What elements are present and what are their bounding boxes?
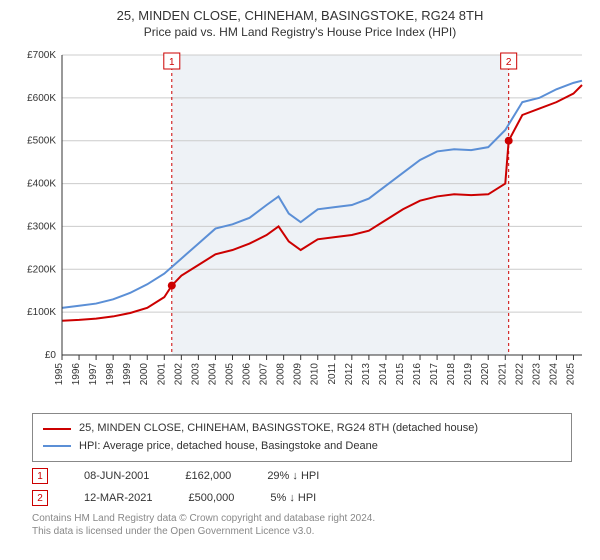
svg-text:2006: 2006 (242, 363, 253, 386)
svg-text:1999: 1999 (122, 363, 133, 386)
marker-price: £162,000 (185, 470, 231, 482)
line-chart: £0 £100K £200K £300K £400K £500K £600K £700K 199… (12, 45, 588, 405)
svg-text:£600K: £600K (27, 93, 56, 104)
svg-text:2012: 2012 (344, 363, 355, 386)
svg-text:2015: 2015 (395, 363, 406, 386)
svg-text:2025: 2025 (565, 363, 576, 386)
marker-row-1: 1 08-JUN-2001 £162,000 29% ↓ HPI (32, 468, 588, 484)
svg-text:2016: 2016 (412, 363, 423, 386)
svg-text:2003: 2003 (190, 363, 201, 386)
svg-text:2002: 2002 (173, 363, 184, 386)
svg-text:2013: 2013 (361, 363, 372, 386)
svg-text:£500K: £500K (27, 136, 56, 147)
chart-area: £0 £100K £200K £300K £400K £500K £600K £700K 199… (12, 45, 588, 405)
legend-label: 25, MINDEN CLOSE, CHINEHAM, BASINGSTOKE,… (79, 420, 478, 438)
svg-text:£300K: £300K (27, 221, 56, 232)
svg-text:2007: 2007 (259, 363, 270, 386)
legend-swatch (43, 445, 71, 447)
svg-text:2008: 2008 (276, 363, 287, 386)
svg-text:2024: 2024 (548, 363, 559, 386)
svg-text:2010: 2010 (310, 363, 321, 386)
marker-row-2: 2 12-MAR-2021 £500,000 5% ↓ HPI (32, 490, 588, 506)
title-block: 25, MINDEN CLOSE, CHINEHAM, BASINGSTOKE,… (12, 8, 588, 39)
svg-text:£0: £0 (45, 350, 57, 361)
svg-text:2022: 2022 (514, 363, 525, 386)
marker-badge: 1 (32, 468, 48, 484)
marker-pct: 29% ↓ HPI (267, 470, 319, 482)
marker-table: 1 08-JUN-2001 £162,000 29% ↓ HPI 2 12-MA… (32, 468, 588, 506)
svg-text:£200K: £200K (27, 264, 56, 275)
svg-text:2: 2 (506, 57, 512, 68)
legend-item-property: 25, MINDEN CLOSE, CHINEHAM, BASINGSTOKE,… (43, 420, 561, 438)
svg-text:2017: 2017 (429, 363, 440, 386)
svg-text:1996: 1996 (71, 363, 82, 386)
legend-swatch (43, 428, 71, 430)
svg-text:2023: 2023 (531, 363, 542, 386)
legend: 25, MINDEN CLOSE, CHINEHAM, BASINGSTOKE,… (32, 413, 572, 462)
svg-text:2018: 2018 (446, 363, 457, 386)
svg-text:£100K: £100K (27, 307, 56, 318)
svg-text:2001: 2001 (156, 363, 167, 386)
marker-pct: 5% ↓ HPI (270, 492, 316, 504)
copyright: Contains HM Land Registry data © Crown c… (32, 512, 588, 538)
svg-text:£400K: £400K (27, 179, 56, 190)
svg-text:2009: 2009 (293, 363, 304, 386)
svg-text:2000: 2000 (139, 363, 150, 386)
svg-text:2005: 2005 (224, 363, 235, 386)
svg-text:2019: 2019 (463, 363, 474, 386)
chart-title: 25, MINDEN CLOSE, CHINEHAM, BASINGSTOKE,… (12, 8, 588, 23)
svg-text:£700K: £700K (27, 50, 56, 61)
marker-badge: 2 (32, 490, 48, 506)
copyright-line: This data is licensed under the Open Gov… (32, 525, 588, 538)
chart-subtitle: Price paid vs. HM Land Registry's House … (12, 25, 588, 39)
svg-text:1995: 1995 (54, 363, 65, 386)
svg-text:1: 1 (169, 57, 175, 68)
chart-container: 25, MINDEN CLOSE, CHINEHAM, BASINGSTOKE,… (0, 0, 600, 560)
svg-text:2021: 2021 (497, 363, 508, 386)
svg-text:2011: 2011 (327, 363, 338, 385)
marker-price: £500,000 (188, 492, 234, 504)
svg-text:2014: 2014 (378, 363, 389, 386)
svg-text:2004: 2004 (207, 363, 218, 386)
marker-date: 12-MAR-2021 (84, 492, 152, 504)
legend-label: HPI: Average price, detached house, Basi… (79, 438, 378, 456)
marker-date: 08-JUN-2001 (84, 470, 149, 482)
svg-text:2020: 2020 (480, 363, 491, 386)
svg-text:1997: 1997 (88, 363, 99, 386)
copyright-line: Contains HM Land Registry data © Crown c… (32, 512, 588, 525)
svg-text:1998: 1998 (105, 363, 116, 386)
legend-item-hpi: HPI: Average price, detached house, Basi… (43, 438, 561, 456)
